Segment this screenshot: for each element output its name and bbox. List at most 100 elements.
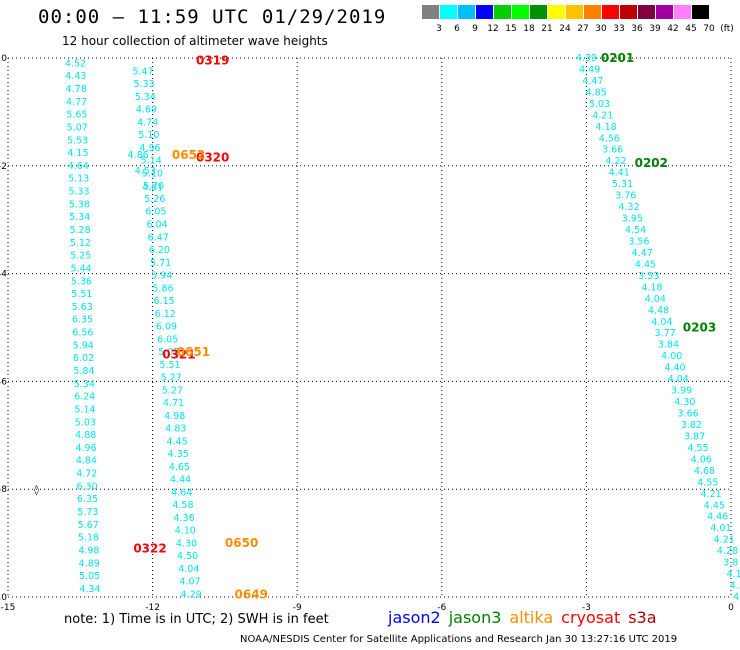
data-point-label: 4.69 <box>136 105 157 116</box>
x-tick-label: -12 <box>145 603 160 613</box>
data-point-label: 4.48 <box>648 305 669 316</box>
data-point-label: 5.03 <box>589 99 610 110</box>
color-scale-label: 70 <box>703 24 715 34</box>
data-point-label: 4.96 <box>75 443 96 454</box>
data-point-label: 5.70 <box>143 181 164 192</box>
data-point-label: 6.35 <box>77 494 98 505</box>
time-label: 0649 <box>235 587 268 601</box>
data-point-label: 5.67 <box>78 520 99 531</box>
data-point-label: 3.66 <box>678 409 699 420</box>
time-label: 0651 <box>177 345 210 359</box>
color-swatch <box>620 5 637 19</box>
color-scale-label: 12 <box>487 24 499 34</box>
data-point-label: 4.78 <box>66 84 87 95</box>
color-scale-label: 30 <box>595 24 607 34</box>
time-label: 0650 <box>225 536 258 550</box>
data-point-label: 3.8 <box>723 558 738 569</box>
time-label: 0201 <box>601 51 634 65</box>
color-swatch <box>422 5 439 19</box>
data-point-label: 5.10 <box>142 168 163 179</box>
time-label: 0321 <box>162 347 195 361</box>
data-point-label: 4.29 <box>181 589 202 600</box>
data-point-label: 5.05 <box>79 571 100 582</box>
data-point-label: 5.94 <box>151 271 172 282</box>
data-point-label: 6.12 <box>155 309 176 320</box>
data-point-label: 5.44 <box>71 263 92 274</box>
data-point-label: 4.18 <box>641 282 662 293</box>
data-point-label: 4.53 <box>135 166 156 177</box>
data-point-label: 4.39 <box>576 53 597 64</box>
x-tick-label: -3 <box>582 603 591 613</box>
time-label: 0203 <box>683 321 716 335</box>
data-point-label: 5.36 <box>71 276 92 287</box>
color-scale-label: 33 <box>613 24 625 34</box>
x-tick-label: -9 <box>293 603 302 613</box>
data-point-label: 6.30 <box>77 481 98 492</box>
y-tick-label: 0 <box>1 54 7 64</box>
data-point-label: 6.09 <box>156 322 177 333</box>
data-point-label: 4.21 <box>592 110 613 121</box>
data-point-label: 4.34 <box>79 584 100 595</box>
data-point-label: 4.21 <box>714 535 735 546</box>
data-point-label: 5.28 <box>69 225 90 236</box>
data-point-label: 4.0 <box>733 592 740 603</box>
data-point-label: 4.45 <box>704 500 725 511</box>
data-point-label: 4.36 <box>174 513 195 524</box>
data-point-label: 4.89 <box>79 558 100 569</box>
data-point-label: 3.99 <box>671 386 692 397</box>
data-point-label: 5.38 <box>69 199 90 210</box>
page-title: 00:00 – 11:59 UTC 01/29/2019 <box>38 6 387 28</box>
color-swatch <box>566 5 583 19</box>
color-swatch <box>458 5 475 19</box>
data-point-label: 5.14 <box>141 156 162 167</box>
color-swatch <box>530 5 547 19</box>
data-point-label: 4.55 <box>687 443 708 454</box>
color-swatch <box>638 5 655 19</box>
data-point-label: 5.03 <box>75 417 96 428</box>
data-point-label: 4.41 <box>609 168 630 179</box>
data-point-label: 3.87 <box>684 431 705 442</box>
time-label: 0202 <box>635 156 668 170</box>
data-point-label: 4.1 <box>727 569 740 580</box>
data-point-label: 5.94 <box>73 340 94 351</box>
y-tick-label: -6 <box>0 377 7 387</box>
data-point-label: 4.50 <box>177 551 198 562</box>
data-point-label: 5.53 <box>67 135 88 146</box>
data-point-label: 4.06 <box>691 454 712 465</box>
data-point-label: 3.56 <box>628 236 649 247</box>
data-point-label: 5.51 <box>71 289 92 300</box>
color-swatch <box>476 5 493 19</box>
data-point-label: 5.33 <box>68 187 89 198</box>
data-point-label: 4.10 <box>175 526 196 537</box>
data-point-label: 4.84 <box>76 456 97 467</box>
data-point-label: 5.07 <box>67 122 88 133</box>
data-point-label: 4.32 <box>618 202 639 213</box>
data-point-label: 4.47 <box>632 248 653 259</box>
color-swatch <box>440 5 457 19</box>
color-scale-label: 42 <box>667 24 679 34</box>
data-point-label: 3.66 <box>602 145 623 156</box>
data-point-label: 4.04 <box>645 294 666 305</box>
data-point-label: 4.40 <box>664 363 685 374</box>
data-point-label: 5.84 <box>73 366 94 377</box>
data-point-label: 6.56 <box>72 328 93 339</box>
note-text: note: 1) Time is in UTC; 2) SWH is in fe… <box>64 612 329 627</box>
color-swatch <box>674 5 691 19</box>
page-subtitle: 12 hour collection of altimeter wave hei… <box>62 34 328 48</box>
legend-entry-jason2: jason2 <box>388 608 441 627</box>
data-point-label: 5.26 <box>144 194 165 205</box>
color-scale-label: 36 <box>631 24 643 34</box>
color-scale-label: 21 <box>541 24 553 34</box>
color-scale-label: 6 <box>454 24 460 34</box>
color-scale-label: (ft) <box>720 24 734 34</box>
x-tick-label: 0 <box>728 603 734 613</box>
data-point-label: 4.64 <box>171 487 192 498</box>
data-point-label: 5.12 <box>70 238 91 249</box>
data-point-label: 3.77 <box>655 328 676 339</box>
data-point-label: 5.13 <box>68 174 89 185</box>
data-point-label: 4.04 <box>651 317 672 328</box>
data-point-label: 4.77 <box>66 97 87 108</box>
data-point-label: 4.54 <box>625 225 646 236</box>
data-point-label: 4.58 <box>172 500 193 511</box>
